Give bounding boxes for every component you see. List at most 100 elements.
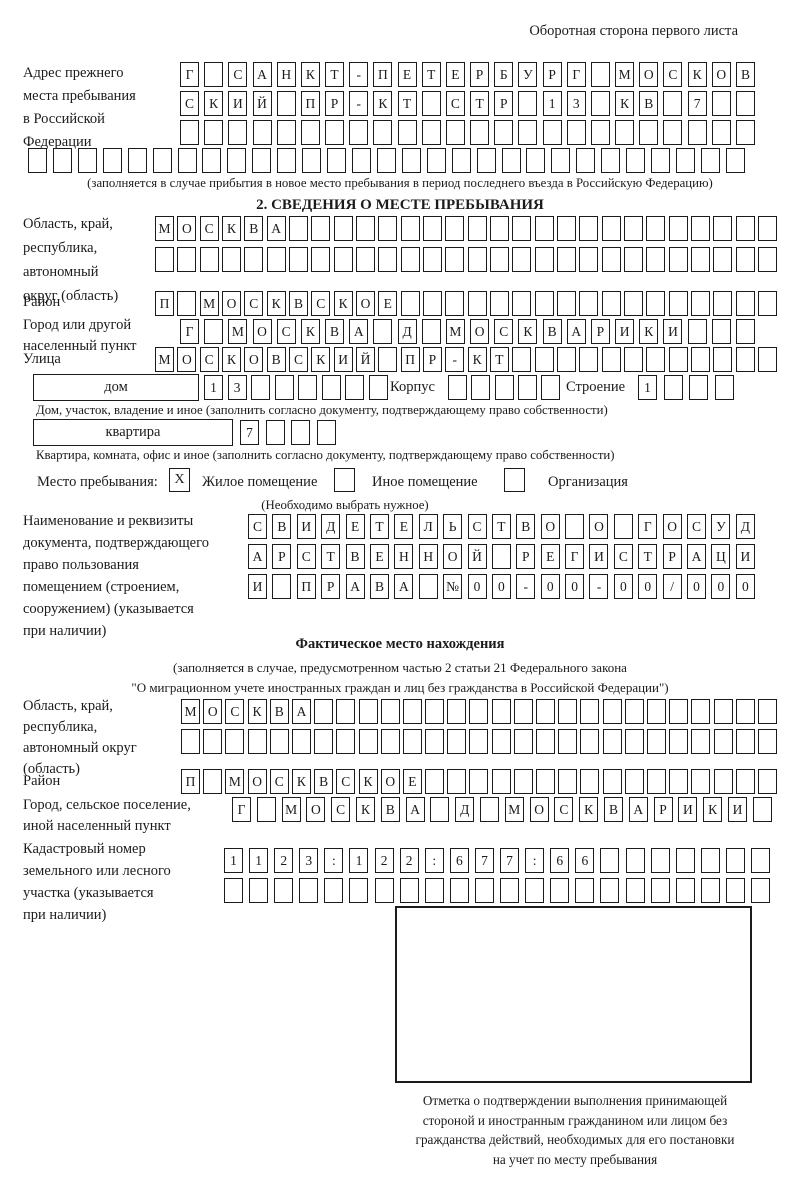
char-cell[interactable] bbox=[580, 699, 600, 724]
char-cell[interactable] bbox=[288, 247, 308, 272]
char-cell[interactable] bbox=[272, 574, 292, 599]
char-cell[interactable] bbox=[525, 878, 545, 903]
char-cell[interactable]: - bbox=[349, 91, 369, 116]
char-cell[interactable]: М bbox=[155, 216, 174, 241]
char-cell[interactable] bbox=[421, 91, 441, 116]
char-cell[interactable]: - bbox=[445, 347, 465, 372]
char-cell[interactable] bbox=[713, 247, 733, 272]
char-cell[interactable] bbox=[28, 148, 47, 173]
char-cell[interactable] bbox=[479, 797, 499, 822]
char-cell[interactable] bbox=[566, 120, 586, 145]
char-cell[interactable] bbox=[691, 699, 711, 724]
char-cell[interactable]: В bbox=[380, 797, 400, 822]
char-cell[interactable]: К bbox=[300, 62, 320, 87]
char-cell[interactable]: И bbox=[615, 319, 635, 344]
char-cell[interactable]: - bbox=[589, 574, 609, 599]
char-cell[interactable]: С bbox=[199, 216, 219, 241]
char-cell[interactable]: М bbox=[615, 62, 635, 87]
char-cell[interactable] bbox=[646, 347, 666, 372]
char-cell[interactable] bbox=[600, 848, 620, 873]
char-cell[interactable] bbox=[757, 699, 777, 724]
char-cell[interactable]: В bbox=[516, 514, 536, 539]
char-cell[interactable] bbox=[421, 319, 441, 344]
char-cell[interactable] bbox=[491, 769, 511, 794]
char-cell[interactable]: И bbox=[727, 797, 747, 822]
char-cell[interactable]: Й bbox=[355, 347, 375, 372]
char-cell[interactable]: № bbox=[443, 574, 463, 599]
char-cell[interactable] bbox=[536, 729, 555, 754]
char-cell[interactable] bbox=[324, 878, 344, 903]
char-cell[interactable] bbox=[601, 291, 621, 316]
char-cell[interactable] bbox=[244, 247, 264, 272]
char-cell[interactable] bbox=[401, 148, 421, 173]
char-cell[interactable] bbox=[639, 120, 659, 145]
char-cell[interactable] bbox=[580, 769, 600, 794]
char-cell[interactable] bbox=[536, 699, 555, 724]
char-cell[interactable] bbox=[512, 247, 532, 272]
char-cell[interactable] bbox=[400, 216, 420, 241]
char-cell[interactable] bbox=[374, 878, 394, 903]
char-cell[interactable] bbox=[447, 729, 467, 754]
char-cell[interactable] bbox=[534, 247, 554, 272]
char-cell[interactable] bbox=[526, 148, 546, 173]
char-cell[interactable] bbox=[489, 291, 509, 316]
char-cell[interactable] bbox=[735, 699, 755, 724]
char-cell[interactable] bbox=[467, 216, 487, 241]
char-cell[interactable] bbox=[265, 420, 285, 445]
char-cell[interactable] bbox=[735, 216, 755, 241]
char-cell[interactable] bbox=[512, 291, 532, 316]
char-cell[interactable]: А bbox=[266, 216, 286, 241]
char-cell[interactable] bbox=[378, 216, 398, 241]
char-cell[interactable] bbox=[534, 216, 554, 241]
char-cell[interactable] bbox=[602, 769, 622, 794]
char-cell[interactable] bbox=[204, 62, 224, 87]
char-cell[interactable] bbox=[580, 729, 600, 754]
char-cell[interactable]: И bbox=[663, 319, 683, 344]
char-cell[interactable]: Е bbox=[540, 544, 560, 569]
char-cell[interactable] bbox=[542, 120, 562, 145]
char-cell[interactable]: О bbox=[711, 62, 731, 87]
char-cell[interactable] bbox=[646, 291, 666, 316]
char-cell[interactable] bbox=[489, 247, 509, 272]
char-cell[interactable]: Г bbox=[180, 62, 199, 87]
char-cell[interactable] bbox=[687, 319, 707, 344]
char-cell[interactable]: 0 bbox=[467, 574, 487, 599]
char-cell[interactable] bbox=[333, 247, 353, 272]
char-cell[interactable]: 0 bbox=[613, 574, 633, 599]
char-cell[interactable]: О bbox=[244, 347, 264, 372]
char-cell[interactable]: Г bbox=[638, 514, 658, 539]
char-cell[interactable]: О bbox=[203, 699, 223, 724]
char-cell[interactable]: Е bbox=[394, 514, 414, 539]
char-cell[interactable]: О bbox=[306, 797, 326, 822]
char-cell[interactable]: 6 bbox=[550, 848, 570, 873]
char-cell[interactable]: В bbox=[542, 319, 562, 344]
char-cell[interactable]: О bbox=[355, 291, 375, 316]
char-cell[interactable] bbox=[691, 769, 711, 794]
char-cell[interactable] bbox=[199, 247, 219, 272]
char-cell[interactable] bbox=[204, 120, 224, 145]
char-cell[interactable] bbox=[302, 148, 322, 173]
char-cell[interactable] bbox=[668, 291, 688, 316]
char-cell[interactable] bbox=[316, 420, 336, 445]
char-cell[interactable] bbox=[467, 291, 487, 316]
char-cell[interactable] bbox=[713, 216, 733, 241]
char-cell[interactable] bbox=[750, 848, 770, 873]
char-cell[interactable] bbox=[424, 878, 444, 903]
char-cell[interactable]: К bbox=[467, 347, 487, 372]
char-cell[interactable]: С bbox=[276, 319, 296, 344]
char-cell[interactable]: О bbox=[662, 514, 682, 539]
char-cell[interactable] bbox=[700, 848, 720, 873]
char-cell[interactable] bbox=[663, 91, 683, 116]
char-cell[interactable] bbox=[380, 729, 400, 754]
char-cell[interactable]: П bbox=[181, 769, 200, 794]
char-cell[interactable] bbox=[425, 769, 445, 794]
char-cell[interactable] bbox=[476, 148, 496, 173]
char-cell[interactable] bbox=[575, 878, 595, 903]
char-cell[interactable] bbox=[474, 878, 494, 903]
char-cell[interactable]: Т bbox=[321, 544, 341, 569]
char-cell[interactable] bbox=[558, 699, 578, 724]
char-cell[interactable]: В bbox=[639, 91, 659, 116]
char-cell[interactable]: В bbox=[735, 62, 755, 87]
char-cell[interactable] bbox=[249, 878, 269, 903]
char-cell[interactable]: 0 bbox=[540, 574, 560, 599]
